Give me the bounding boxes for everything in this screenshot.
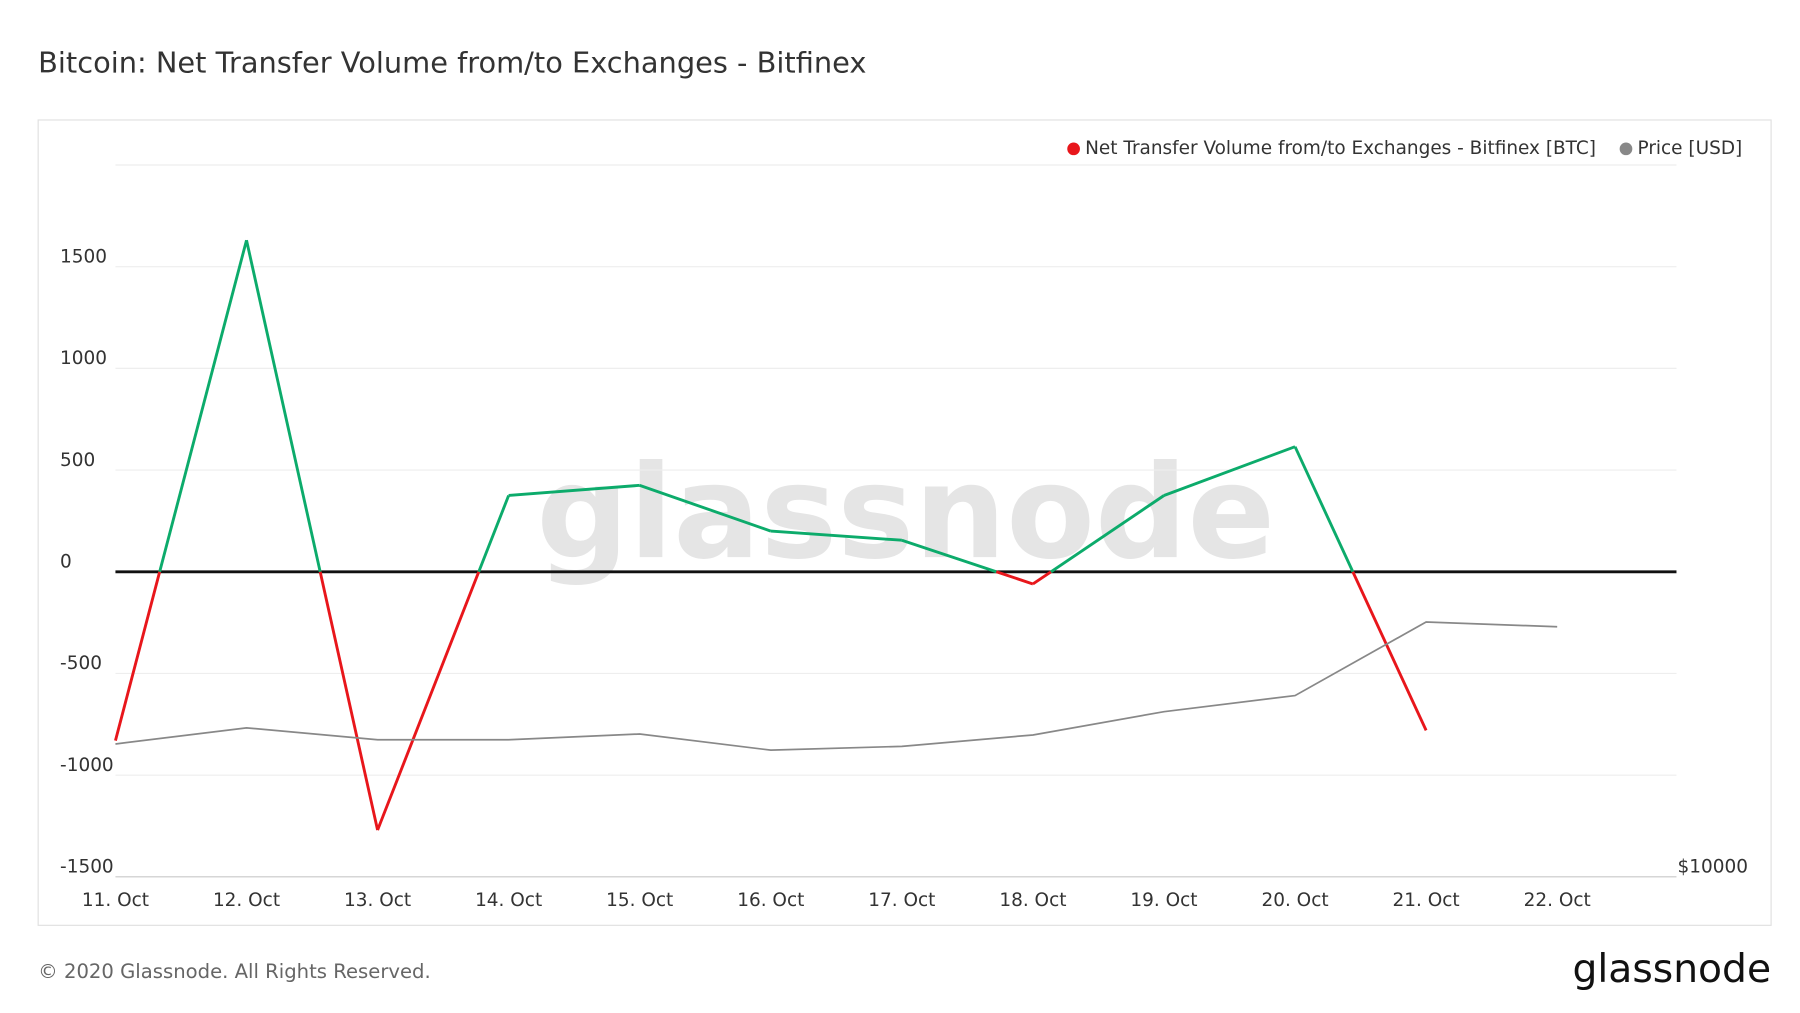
x-tick-label: 16. Oct [737, 890, 804, 911]
x-tick-label: 17. Oct [868, 890, 935, 911]
line-segment [1351, 571, 1428, 732]
line-segment [1032, 570, 1052, 586]
x-tick-label: 15. Oct [606, 890, 673, 911]
chart-frame [37, 119, 1772, 926]
y2-tick-label: $10000 [1678, 857, 1748, 878]
line-segment [376, 571, 481, 831]
line-segment [1050, 494, 1165, 573]
legend-marker [1619, 142, 1633, 156]
watermark: glassnode [536, 438, 1275, 588]
y-tick-label: -1000 [60, 755, 114, 776]
x-tick-label: 19. Oct [1130, 890, 1197, 911]
line-segment [1293, 446, 1355, 573]
line-segment [245, 239, 322, 573]
legend-label: Price [USD] [1638, 138, 1743, 159]
x-tick-label: 18. Oct [999, 890, 1066, 911]
x-tick-label: 13. Oct [344, 890, 411, 911]
x-tick-label: 20. Oct [1261, 890, 1328, 911]
x-tick-label: 14. Oct [475, 890, 542, 911]
y-tick-label: -1500 [60, 857, 114, 878]
legend-marker [1067, 142, 1080, 156]
line-segment [477, 494, 510, 573]
price-line [115, 621, 1558, 752]
y-tick-label: 0 [60, 552, 72, 573]
y-tick-label: -500 [60, 653, 102, 674]
x-tick-label: 21. Oct [1393, 890, 1460, 911]
footer: © 2020 Glassnode. All Rights Reserved. [38, 960, 431, 983]
chart-title: Bitcoin: Net Transfer Volume from/to Exc… [38, 46, 866, 80]
line-segment [158, 239, 248, 573]
y-tick-label: 1500 [60, 246, 107, 267]
line-segment [114, 571, 162, 741]
line-segment [770, 529, 902, 542]
line-segment [995, 570, 1034, 586]
logo: glassnode [1573, 947, 1772, 992]
y-tick-label: 1000 [60, 348, 107, 369]
line-segment [1163, 445, 1296, 497]
plot: -1500 -1000 -500 0 500 1000 1500 $10000 11. Oct 1… [60, 138, 1748, 911]
x-tick-label: 12. Oct [213, 890, 280, 911]
line-segment [318, 571, 379, 831]
line-segment [639, 483, 772, 533]
line-segment [508, 483, 640, 497]
legend-label: Net Transfer Volume from/to Exchanges - … [1085, 138, 1596, 159]
line-segment [901, 538, 997, 574]
x-tick-label: 11. Oct [82, 890, 149, 911]
y-tick-label: 500 [60, 450, 95, 471]
x-tick-label: 22. Oct [1524, 890, 1591, 911]
